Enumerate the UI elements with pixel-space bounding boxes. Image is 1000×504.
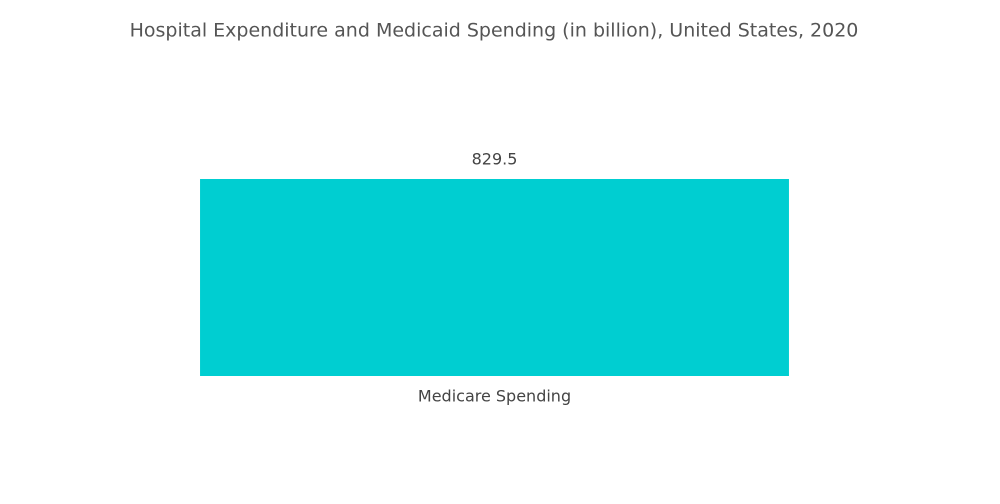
bar [200,179,789,376]
value-label: 829.5 [472,150,518,169]
x-tick-label: Medicare Spending [418,387,571,406]
chart-title: Hospital Expenditure and Medicaid Spendi… [130,20,859,42]
